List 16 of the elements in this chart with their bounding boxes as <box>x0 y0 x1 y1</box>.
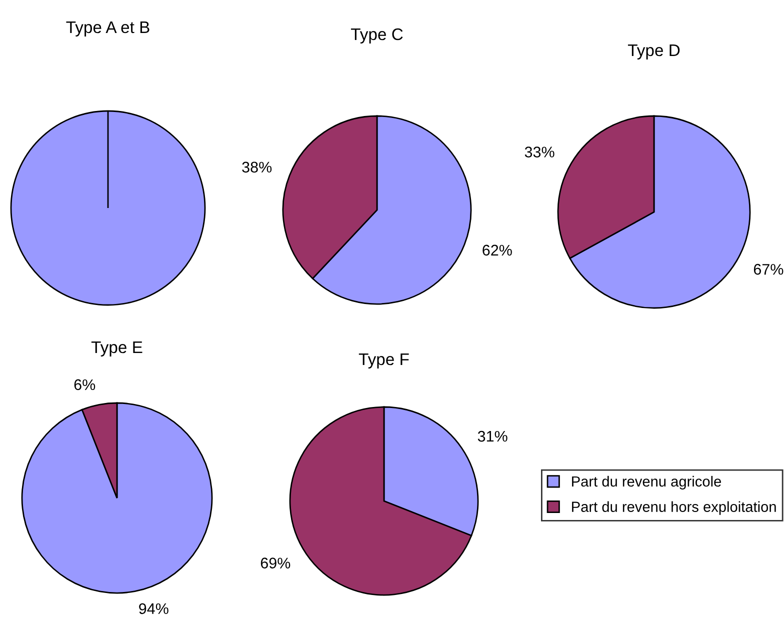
data-label: 69% <box>260 558 290 569</box>
chart-title: Type A et B <box>66 22 150 36</box>
pie-slice <box>21 402 213 594</box>
legend-label: Part du revenu hors exploitation <box>572 501 776 515</box>
chart-title: Type E <box>91 342 142 356</box>
legend-label: Part du revenu agricole <box>572 476 721 490</box>
data-label: 94% <box>139 603 168 614</box>
data-label: 62% <box>482 244 512 256</box>
chart-title: Type D <box>628 44 680 60</box>
data-label: 67% <box>754 264 784 275</box>
data-label: 33% <box>524 146 554 158</box>
data-label: 31% <box>478 430 508 442</box>
chart-title: Type F <box>358 354 409 368</box>
data-label: 6% <box>74 379 96 390</box>
chart-title: Type C <box>350 28 403 44</box>
data-label: 38% <box>242 162 272 173</box>
